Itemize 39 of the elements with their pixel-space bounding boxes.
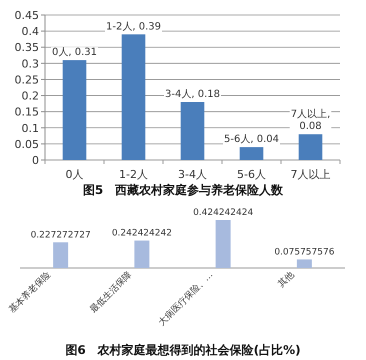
x-tick-label: 0人 xyxy=(66,168,84,181)
y-tick-label: 0.3 xyxy=(22,57,39,70)
text: 图5 西藏农村家庭参与养老保险人数 xyxy=(82,183,284,197)
x-tick-label: 基本养老保险 xyxy=(6,269,53,316)
y-tick-label: 0.35 xyxy=(14,41,39,54)
bar xyxy=(134,240,150,268)
data-label: 0.242424242 xyxy=(112,228,172,239)
data-label: 5-6人, 0.04 xyxy=(224,134,279,146)
bar xyxy=(122,34,146,160)
x-tick-label: 7人以上 xyxy=(290,168,330,181)
y-tick-label: 0.05 xyxy=(14,138,39,151)
data-label: 1-2人, 0.39 xyxy=(106,21,161,32)
y-tick-label: 0.2 xyxy=(22,90,39,103)
y-tick-label: 0.15 xyxy=(14,106,39,119)
text: 图6 农村家庭最想得到的社会保险(占比%) xyxy=(65,343,301,357)
data-label: 3-4人, 0.18 xyxy=(165,89,220,100)
y-tick-label: 0.25 xyxy=(14,73,39,86)
bar xyxy=(298,134,322,160)
x-tick-label: 3-4人 xyxy=(178,168,207,181)
bar xyxy=(216,220,231,268)
y-tick-label: 0.45 xyxy=(14,9,39,22)
x-tick-label: 其他 xyxy=(276,269,296,290)
x-tick-label: 大病医疗保险、… xyxy=(156,269,216,328)
x-tick-label: 5-6人 xyxy=(237,168,266,181)
x-tick-label: 最低生活保障 xyxy=(88,269,134,316)
y-tick-label: 0.1 xyxy=(22,122,39,135)
data-label: 0.424242424 xyxy=(193,208,254,218)
x-tick-label: 1-2人 xyxy=(119,168,148,181)
bar xyxy=(180,102,204,160)
data-label: 7人以上, 0.08 xyxy=(290,108,330,132)
data-label: 0.227272727 xyxy=(30,230,91,240)
data-label: 0人, 0.31 xyxy=(52,47,97,58)
bar xyxy=(296,259,312,268)
bar xyxy=(53,242,68,268)
y-tick-label: 0 xyxy=(32,154,39,167)
y-tick-label: 0.4 xyxy=(22,25,39,38)
bar xyxy=(62,60,86,160)
bar xyxy=(240,147,264,160)
data-label: 0.075757576 xyxy=(274,247,335,258)
